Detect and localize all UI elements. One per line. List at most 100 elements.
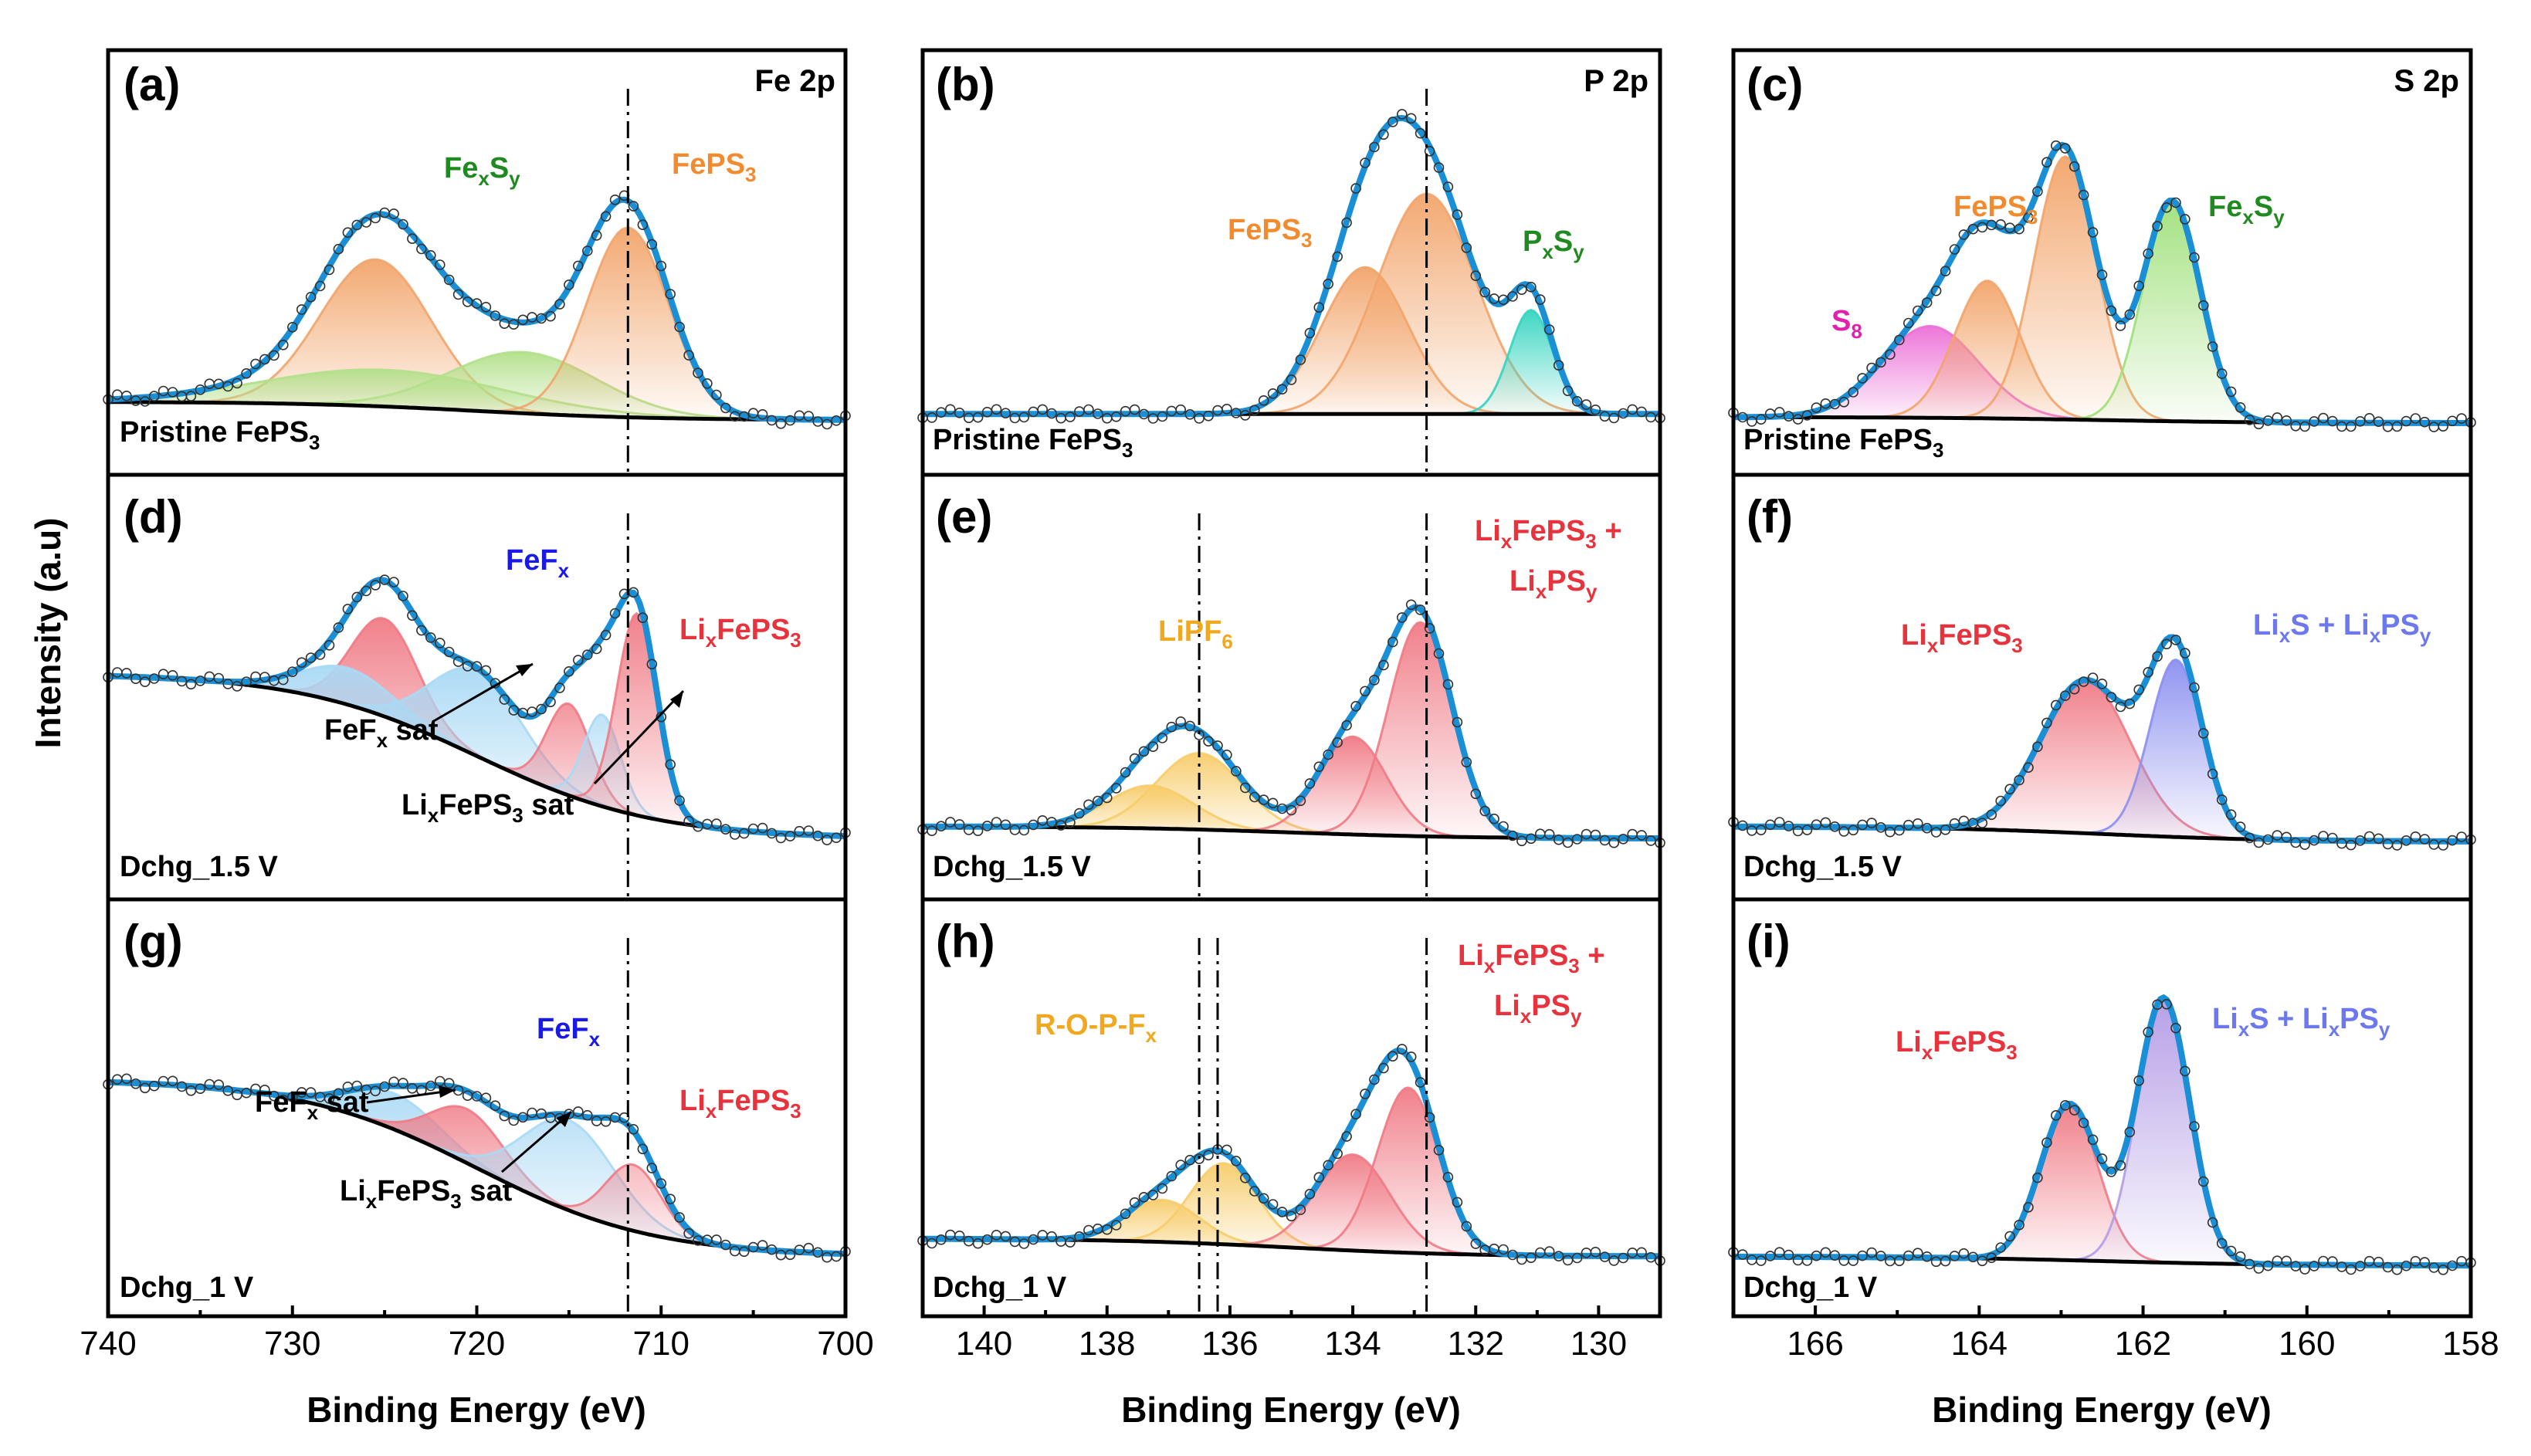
data-point [1157, 1183, 1168, 1194]
data-point [2410, 413, 2421, 424]
data-point [2438, 840, 2448, 851]
annot-a-feps3: FePS3 [672, 148, 757, 186]
data-point [1341, 1131, 1352, 1142]
data-point [766, 1244, 778, 1255]
data-point [812, 830, 823, 841]
data-point [803, 411, 815, 422]
data-point [2281, 415, 2292, 426]
data-point [1276, 384, 1288, 395]
data-point [1930, 285, 1942, 296]
data-point [1526, 281, 1537, 293]
data-point [1875, 357, 1886, 368]
data-point [564, 279, 574, 290]
data-point [1553, 834, 1564, 845]
data-point [972, 411, 984, 423]
data-point [720, 824, 731, 835]
data-point [195, 676, 206, 686]
data-point [1415, 604, 1426, 615]
data-point [1581, 399, 1592, 410]
data-point [1543, 324, 1555, 335]
data-point [2041, 717, 2052, 729]
panel-plot-c [1728, 140, 2476, 432]
data-point [2318, 412, 2329, 424]
data-point [314, 649, 326, 660]
panel-id-g: (g) [124, 916, 183, 967]
data-point [1387, 636, 1398, 648]
data-point [2391, 840, 2403, 851]
arrow-d-fefx-sat [432, 662, 534, 723]
data-point [1129, 404, 1140, 415]
annot-e-lixpsy: LixPSy [1509, 565, 1598, 603]
data-point [2419, 416, 2431, 428]
annot-f-lixs-lixpsy: LixS + LixPSy [2253, 609, 2431, 647]
data-point [683, 350, 694, 361]
data-point [1397, 109, 1408, 120]
data-point [1526, 833, 1537, 845]
data-point [831, 832, 842, 843]
data-point [2346, 839, 2357, 851]
envelope-fit [922, 604, 1660, 841]
data-point [1360, 686, 1371, 697]
data-point [1323, 749, 1333, 760]
data-point [2225, 1245, 2237, 1257]
data-point [822, 418, 832, 430]
data-point [2152, 221, 2163, 232]
x-tick-label: 158 [2442, 1325, 2499, 1363]
data-point [1405, 599, 1417, 611]
data-point [1120, 1208, 1131, 1220]
frame-i [1731, 897, 2473, 1319]
data-point [581, 245, 593, 256]
data-point [1498, 294, 1509, 306]
x-tick-label: 132 [1448, 1325, 1504, 1363]
data-point [2401, 1260, 2412, 1271]
data-point [1857, 373, 1868, 384]
data-point [425, 249, 436, 261]
data-point [1590, 404, 1601, 415]
data-point [2096, 269, 2108, 280]
data-point [646, 1163, 658, 1173]
data-point [1829, 1250, 1841, 1261]
data-point [784, 415, 796, 426]
data-point [600, 629, 612, 641]
data-point [831, 1251, 842, 1262]
data-point [2106, 1166, 2117, 1177]
y-axis-label: Intensity (a.u) [28, 517, 68, 748]
data-point [1756, 414, 1767, 425]
data-point [1801, 410, 1813, 421]
data-point [1894, 334, 1905, 346]
data-point [1452, 716, 1463, 728]
data-point [1820, 817, 1831, 828]
data-point [1866, 1247, 1877, 1258]
data-point [1147, 1190, 1159, 1200]
data-point [2060, 1100, 2071, 1111]
data-point [1470, 270, 1482, 282]
data-point [2060, 690, 2071, 702]
panel-id-f: (f) [1747, 491, 1793, 543]
data-point [1231, 766, 1242, 777]
data-point [1470, 788, 1482, 800]
data-point [2198, 300, 2209, 311]
data-point [2087, 672, 2099, 683]
data-point [674, 795, 685, 806]
annot-g-lixfeps3-sat: LixFePS3 sat [340, 1175, 513, 1213]
data-point [1543, 828, 1555, 840]
data-point [1820, 1247, 1831, 1258]
data-point [305, 1087, 317, 1098]
panel-plot-g [103, 938, 851, 1316]
data-point [536, 1108, 547, 1119]
data-point [1360, 1089, 1371, 1099]
data-point [2253, 418, 2265, 430]
data-point [1295, 795, 1306, 807]
panel-plot-f [1728, 634, 2476, 851]
data-point [314, 280, 326, 292]
data-point [277, 339, 289, 350]
data-point [1184, 720, 1195, 732]
x-ticks: 740 730 720 710 700 140 138 136 134 132 130 166 164 1… [80, 1305, 2499, 1363]
data-point [1065, 1237, 1076, 1248]
data-point [609, 194, 621, 205]
data-point [2207, 768, 2218, 780]
data-point [972, 825, 984, 836]
data-point [1267, 388, 1279, 399]
data-point [1258, 394, 1269, 406]
data-point [490, 1100, 501, 1111]
